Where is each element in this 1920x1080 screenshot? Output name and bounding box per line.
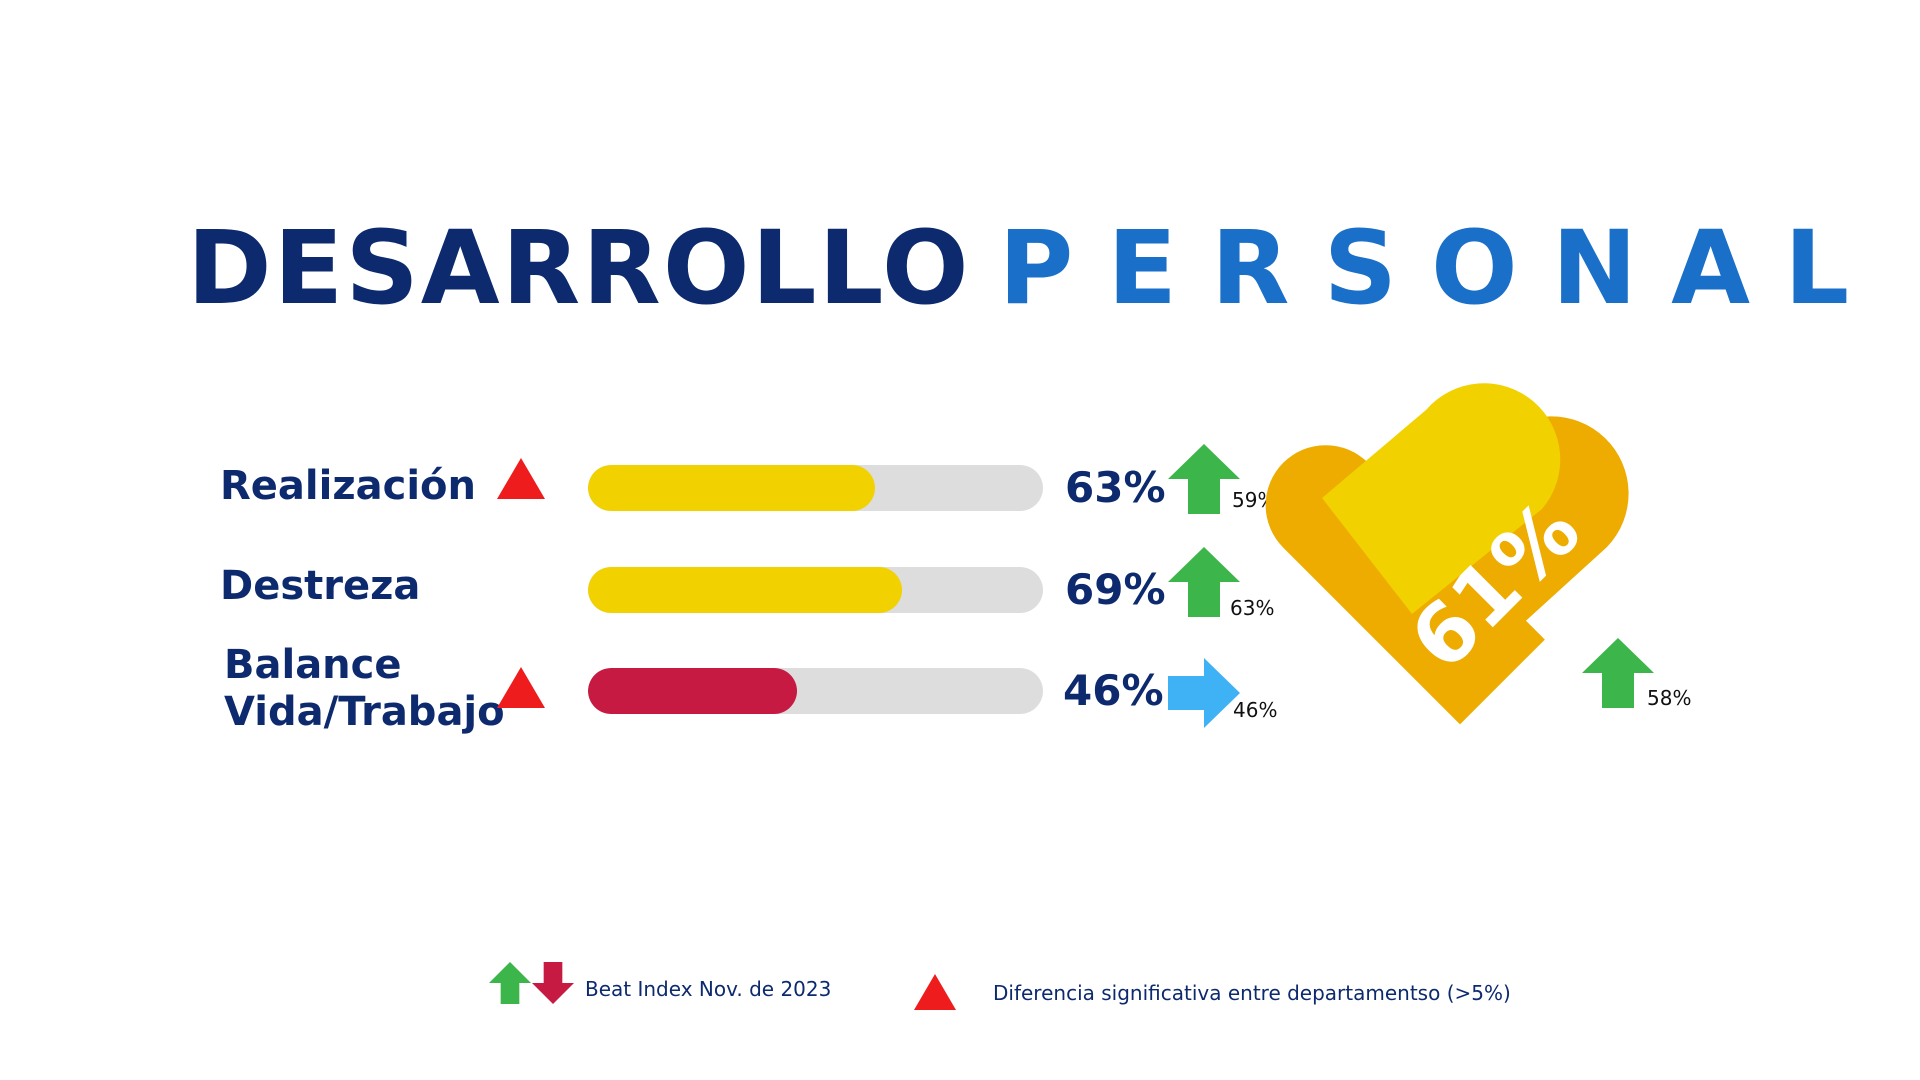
legend-triangle-icon bbox=[914, 974, 956, 1010]
bar-track bbox=[588, 567, 1043, 613]
bar-fill bbox=[588, 465, 875, 511]
benchmark-label: 63% bbox=[1230, 596, 1275, 620]
arrow-up-icon bbox=[1582, 638, 1654, 708]
value-label: 69% bbox=[1065, 565, 1166, 614]
arrow-up-icon bbox=[489, 962, 531, 1004]
bar-fill bbox=[588, 567, 902, 613]
page-title: DESARROLLO PERSONAL bbox=[187, 218, 1883, 320]
arrow-down-icon bbox=[532, 962, 574, 1004]
significance-triangle-icon bbox=[497, 667, 545, 708]
arrow-up-icon bbox=[1168, 547, 1240, 617]
heart-shape bbox=[1322, 383, 1629, 658]
title-part-2: PERSONAL bbox=[998, 209, 1884, 328]
legend-beat-index-text: Beat Index Nov. de 2023 bbox=[585, 977, 832, 1001]
bar-track bbox=[588, 668, 1043, 714]
title-part-1: DESARROLLO bbox=[187, 209, 971, 328]
value-label: 46% bbox=[1063, 666, 1164, 715]
benchmark-label: 46% bbox=[1233, 698, 1278, 722]
bar-track bbox=[588, 465, 1043, 511]
row-label-balance-line1: Balance bbox=[224, 642, 402, 688]
overall-benchmark-label: 58% bbox=[1647, 686, 1692, 710]
significance-triangle-icon bbox=[497, 458, 545, 499]
row-label-destreza: Destreza bbox=[220, 563, 421, 609]
bar-fill bbox=[588, 668, 798, 714]
arrow-up-icon bbox=[1168, 444, 1240, 514]
arrow-right-icon bbox=[1168, 658, 1240, 728]
row-label-balance-line2: Vida/Trabajo bbox=[224, 689, 505, 735]
value-label: 63% bbox=[1065, 463, 1166, 512]
legend-significance-text: Diferencia significativa entre departame… bbox=[993, 981, 1511, 1005]
heart-overall-chart: 61% bbox=[1265, 383, 1629, 725]
row-label-realizacion: Realización bbox=[220, 463, 476, 509]
